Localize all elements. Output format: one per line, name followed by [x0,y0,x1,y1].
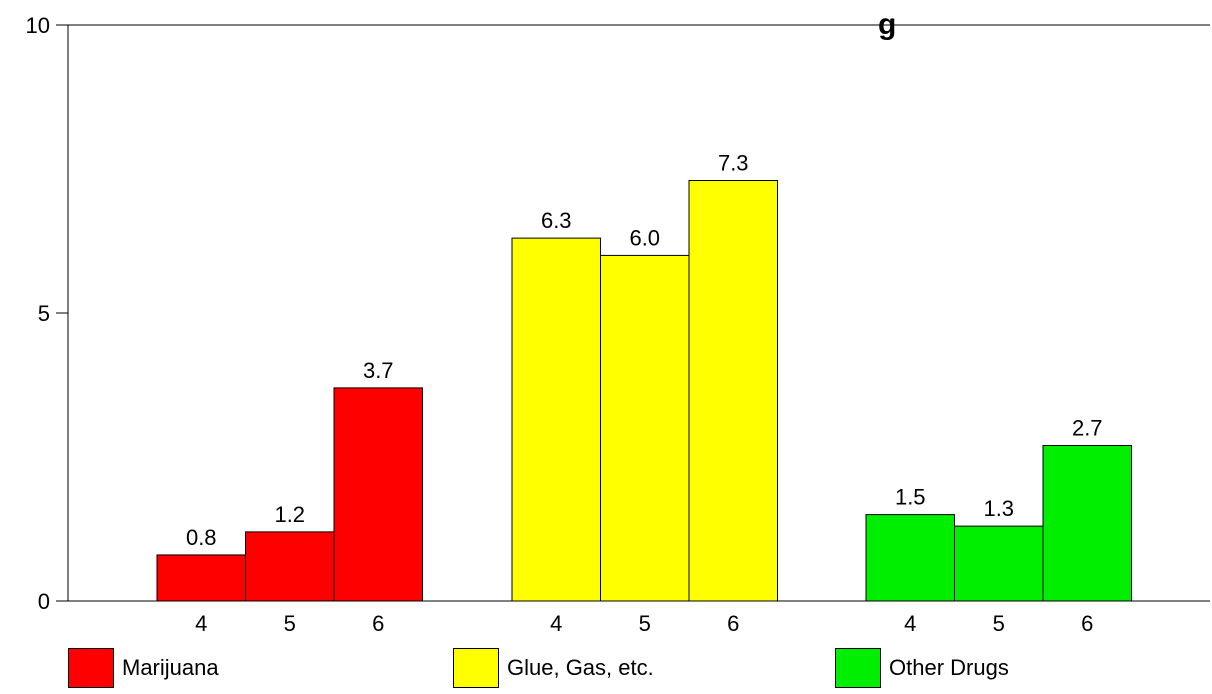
x-category-label: 5 [284,611,296,636]
bars: 0.8 4 1.2 5 3.7 6 6.3 4 6.0 5 7.3 6 1.5 4 1.3 5 2.7 6 [156,151,1132,636]
x-category-label: 6 [1081,611,1093,636]
legend-label-glue-gas: Glue, Gas, etc. [507,655,654,680]
legend: Marijuana Glue, Gas, etc. Other Drugs [0,640,1212,690]
bar [333,387,423,602]
legend-swatch-marijuana [68,648,114,688]
x-category-label: 4 [195,611,207,636]
x-category-label: 6 [727,611,739,636]
legend-item-glue-gas: Glue, Gas, etc. [453,648,654,688]
legend-label-other-drugs: Other Drugs [889,655,1009,680]
bar [954,525,1044,602]
bar [156,554,246,602]
x-category-label: 5 [639,611,651,636]
legend-swatch-glue-gas [453,648,499,688]
x-category-label: 6 [372,611,384,636]
y-tick-label: 5 [38,301,50,326]
bar-value-label: 6.0 [629,225,660,250]
bar [688,180,778,602]
legend-item-other-drugs: Other Drugs [835,648,1009,688]
bar [1042,444,1132,602]
bar [600,254,690,602]
bar-value-label: 1.5 [895,485,926,510]
y-tick-label: 10 [26,13,50,38]
legend-item-marijuana: Marijuana [68,648,219,688]
bar [865,514,955,602]
bar-value-label: 2.7 [1072,415,1103,440]
bar [511,237,601,602]
bar-value-label: 0.8 [186,525,217,550]
legend-label-marijuana: Marijuana [122,655,219,680]
x-category-label: 5 [993,611,1005,636]
bar-value-label: 1.3 [983,496,1014,521]
bar-value-label: 3.7 [363,358,394,383]
bar-value-label: 7.3 [718,151,749,176]
y-tick-label: 0 [38,589,50,614]
bar-value-label: 6.3 [541,208,572,233]
legend-swatch-other-drugs [835,648,881,688]
x-category-label: 4 [904,611,916,636]
bar-value-label: 1.2 [274,502,305,527]
x-category-label: 4 [550,611,562,636]
bar [245,531,335,602]
